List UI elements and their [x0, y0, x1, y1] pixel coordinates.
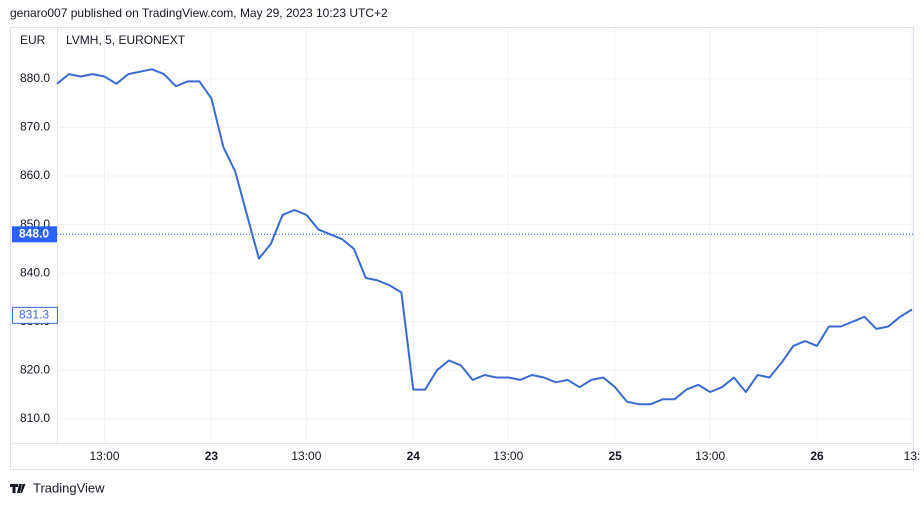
x-tick-label: 13: [904, 449, 921, 463]
x-tick-label: 23 [205, 449, 219, 463]
chart-frame [10, 27, 914, 470]
y-tick-label: 860.0 [20, 168, 50, 182]
y-tick-label: 810.0 [20, 411, 50, 425]
y-tick-label: 840.0 [20, 265, 50, 279]
x-tick-label: 25 [608, 449, 622, 463]
last-price-badge [12, 306, 58, 324]
price-level-label: 848.0 [19, 226, 49, 240]
x-tick-label: 13:00 [493, 449, 523, 463]
y-tick-label: 880.0 [20, 71, 50, 85]
publish-header: genaro007 published on TradingView.com, … [10, 6, 388, 20]
y-tick-label: 870.0 [20, 120, 50, 134]
price-line [56, 68, 913, 406]
y-tick-label: 820.0 [20, 362, 50, 376]
tradingview-logo: TradingView [10, 480, 105, 495]
plot [56, 68, 914, 406]
symbol-legend: LVMH, 5, EURONEXT [66, 33, 186, 47]
price-level-badge [12, 226, 57, 243]
x-tick-label: 13:00 [291, 449, 321, 463]
x-tick-label: 13:00 [695, 449, 725, 463]
x-tick-label: 26 [810, 449, 824, 463]
last-price-label: 831.3 [19, 308, 49, 322]
x-tick-label: 24 [407, 449, 421, 463]
x-tick-label: 13:00 [89, 449, 119, 463]
footer-brand: TradingView [33, 480, 105, 495]
currency-label: EUR [20, 33, 46, 47]
